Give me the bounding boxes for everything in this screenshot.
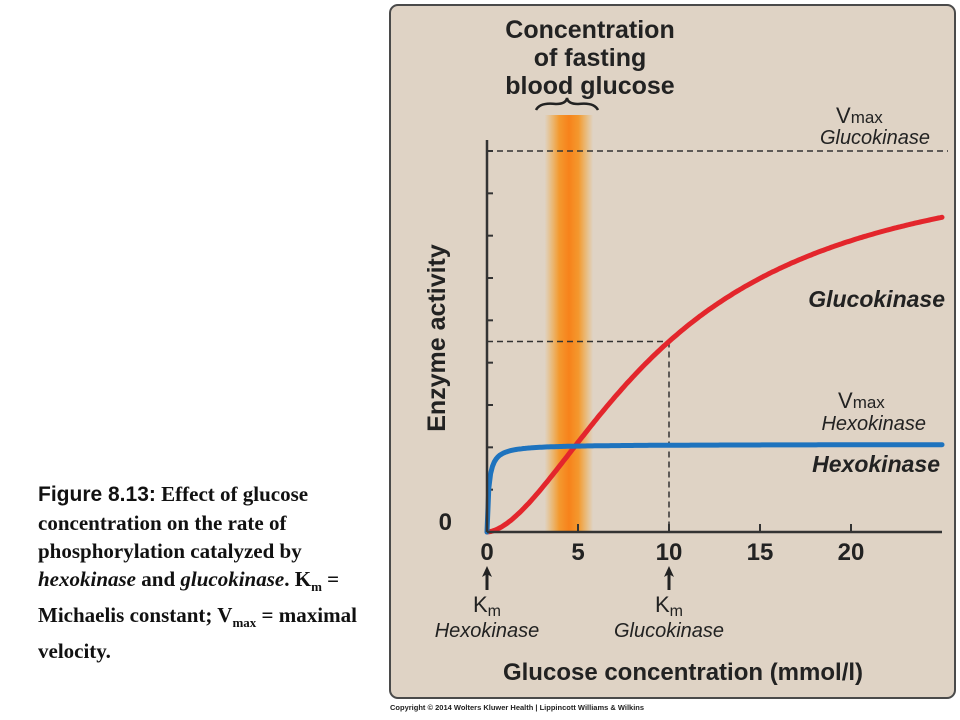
vmax-sub: max [851, 108, 884, 127]
svg-text:Vmax: Vmax [836, 103, 883, 128]
fasting-title-line-2: of fasting [534, 44, 647, 72]
copyright-notice: Copyright © 2014 Wolters Kluwer Health |… [390, 703, 645, 712]
fasting-title-line-3: blood glucose [505, 72, 675, 100]
km-hexokinase-enzyme: Hexokinase [435, 620, 540, 642]
x-axis-ticks: 0 5 10 15 20 [480, 524, 864, 566]
y-axis-label: Enzyme activity [423, 244, 451, 432]
caption-glucokinase: glucokinase [180, 567, 285, 591]
fasting-title-line-1: Concentration [505, 16, 674, 44]
chart-panel [389, 4, 956, 699]
caption-text-1: Effect of glucose concentration on the r… [38, 482, 309, 563]
series-hexokinase-line [484, 442, 945, 535]
caption-figure-label: Figure 8.13: [38, 483, 156, 506]
vmax-glucokinase-enzyme: Glucokinase [820, 127, 930, 149]
series-label-glucokinase: Glucokinase [808, 286, 945, 312]
km-hexokinase-marker: Km Hexokinase [435, 566, 540, 642]
km-k: K [473, 592, 488, 617]
vmax-sub: max [853, 393, 886, 412]
series-label-hexokinase: Hexokinase [812, 451, 940, 477]
km-glucokinase-marker: Km Glucokinase [614, 566, 724, 642]
km-sub: m [670, 603, 683, 620]
x-tick-label-5: 5 [571, 539, 584, 566]
km-k: K [655, 592, 670, 617]
caption-hexokinase: hexokinase [38, 567, 137, 591]
x-tick-label-15: 15 [747, 539, 774, 566]
x-tick-label-10: 10 [656, 539, 683, 566]
fasting-glucose-band [544, 115, 594, 532]
caption-text-3: = Michaelis constant; V [38, 567, 340, 628]
km-sub: m [488, 603, 501, 620]
svg-text:Vmax: Vmax [838, 388, 885, 413]
km-glucokinase-arrow [664, 566, 674, 590]
vmax-hexokinase-label: Vmax Hexokinase [821, 388, 926, 435]
fasting-brace [534, 97, 600, 111]
vmax-v: V [838, 388, 853, 413]
caption-text-4: = maximal velocity. [38, 603, 357, 664]
km-glucokinase-enzyme: Glucokinase [614, 620, 724, 642]
caption-km-sub: m [311, 579, 322, 595]
series-glucokinase-line [484, 214, 945, 535]
svg-text:Km: Km [473, 592, 501, 620]
reference-lines [487, 150, 948, 532]
x-axis-label: Glucose concentration (mmol/l) [503, 659, 863, 686]
svg-text:Km: Km [655, 592, 683, 620]
caption-and: and [136, 567, 181, 591]
caption-vmax-sub: max [232, 615, 257, 631]
figure-caption: Figure 8.13: Effect of glucose concentra… [38, 480, 368, 665]
x-tick-label-20: 20 [838, 539, 865, 566]
vmax-hexokinase-enzyme: Hexokinase [821, 413, 926, 435]
x-tick-label-0: 0 [480, 539, 493, 566]
vmax-glucokinase-label: Vmax Glucokinase [820, 103, 930, 149]
vmax-v: V [836, 103, 851, 128]
caption-text-2: . K [284, 567, 312, 591]
fasting-title: Concentration of fasting blood glucose [505, 16, 675, 100]
km-hexokinase-arrow [482, 566, 492, 590]
y-tick-label-0: 0 [439, 509, 452, 536]
